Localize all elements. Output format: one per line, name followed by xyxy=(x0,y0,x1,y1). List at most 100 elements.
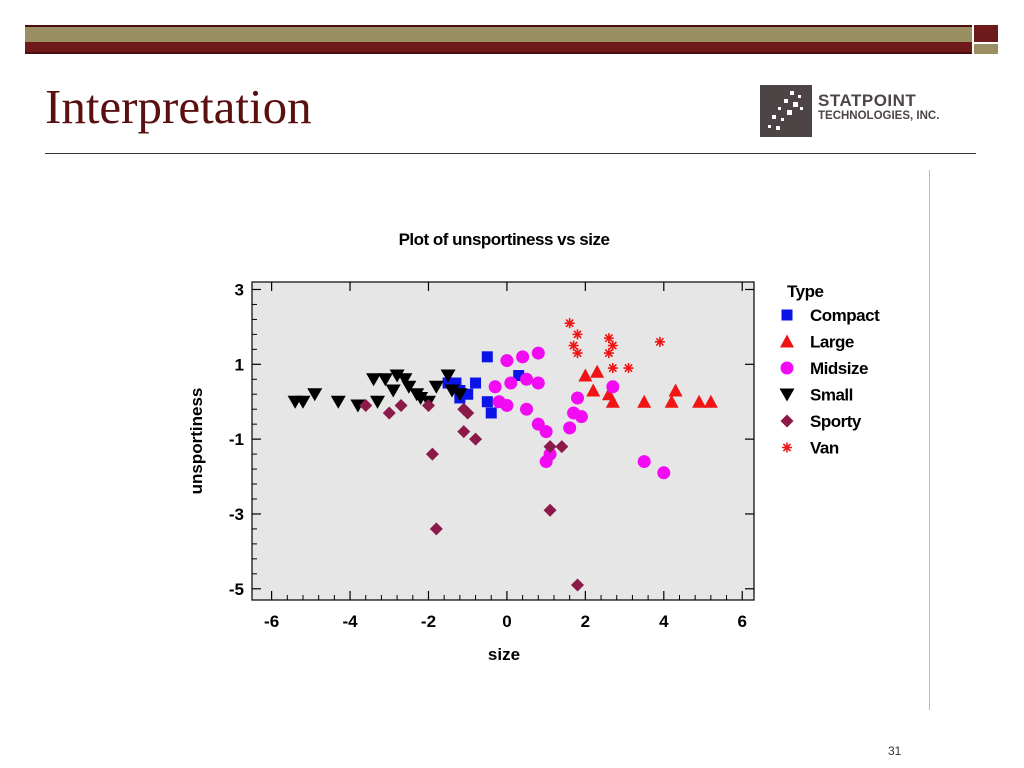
data-point-small xyxy=(413,391,429,405)
data-point-van xyxy=(568,340,579,351)
legend-marker-large xyxy=(780,334,794,348)
data-point-van xyxy=(623,363,634,374)
data-point-large xyxy=(590,364,605,378)
data-point-sporty xyxy=(571,578,585,592)
statpoint-logo: STATPOINT TECHNOLOGIES, INC. xyxy=(760,85,1000,137)
legend-title: Type xyxy=(787,282,823,301)
data-point-large xyxy=(637,394,652,408)
y-tick-label: -5 xyxy=(229,580,244,599)
y-tick-label: -3 xyxy=(229,505,244,524)
data-point-van xyxy=(654,336,665,347)
data-point-midsize xyxy=(563,421,577,435)
header-square-maroon xyxy=(974,25,998,42)
legend-marker-sporty xyxy=(780,414,794,428)
data-point-compact xyxy=(442,377,454,389)
data-point-small xyxy=(397,373,413,387)
header-band-olive xyxy=(25,25,972,44)
data-point-compact xyxy=(450,377,462,389)
data-point-sporty xyxy=(394,398,408,412)
data-point-van xyxy=(564,318,575,329)
data-point-sporty xyxy=(382,406,396,420)
data-point-midsize xyxy=(571,391,585,405)
x-tick-label: -2 xyxy=(421,612,436,631)
data-point-midsize xyxy=(500,398,514,412)
data-point-small xyxy=(330,395,346,409)
data-point-compact xyxy=(485,407,497,419)
logo-text-line1: STATPOINT xyxy=(818,91,917,110)
data-point-sporty xyxy=(429,522,443,536)
data-point-small xyxy=(295,395,311,409)
data-point-midsize xyxy=(574,410,588,424)
data-point-midsize xyxy=(531,346,545,360)
chart-title: Plot of unsportiness vs size xyxy=(399,230,610,249)
data-point-van xyxy=(607,363,618,374)
data-point-small xyxy=(370,395,385,409)
data-point-small xyxy=(452,388,468,402)
data-point-small xyxy=(377,373,393,387)
legend-label-midsize: Midsize xyxy=(810,359,868,378)
y-tick-label: -1 xyxy=(229,430,244,449)
data-point-midsize xyxy=(539,455,553,469)
data-point-sporty xyxy=(543,440,557,454)
data-point-midsize xyxy=(500,354,514,368)
data-point-midsize xyxy=(637,455,651,469)
legend-marker-van xyxy=(782,442,792,453)
data-point-large xyxy=(692,394,707,408)
legend: Compact Large Midsize Small Sporty Van xyxy=(779,306,881,458)
logo-mark-icon xyxy=(760,85,812,137)
x-tick-label: -4 xyxy=(342,612,358,631)
legend-marker-compact xyxy=(781,309,793,321)
slide-title: Interpretation xyxy=(45,79,312,134)
title-divider xyxy=(45,153,976,154)
x-tick-label: 2 xyxy=(581,612,590,631)
y-axis-label: unsportiness xyxy=(187,388,206,495)
data-point-small xyxy=(385,384,401,398)
x-tick-label: 0 xyxy=(502,612,511,631)
data-point-small xyxy=(350,399,366,413)
data-point-large xyxy=(703,394,718,408)
data-point-small xyxy=(307,388,323,402)
y-tick-label: 1 xyxy=(235,355,244,374)
header-band-maroon xyxy=(25,42,972,54)
legend-label-van: Van xyxy=(810,439,839,458)
data-point-small xyxy=(440,369,456,383)
data-point-small xyxy=(366,373,382,387)
data-point-compact xyxy=(481,396,493,408)
data-point-compact xyxy=(513,370,525,382)
legend-label-sporty: Sporty xyxy=(810,412,862,431)
data-point-van xyxy=(607,340,618,351)
data-point-sporty xyxy=(359,398,373,412)
data-point-van xyxy=(603,333,614,344)
data-point-sporty xyxy=(469,432,483,446)
axes: -6 -4 -2 0 2 4 6 -5 -3 -1 1 3 xyxy=(229,280,754,631)
data-point-small xyxy=(401,380,417,394)
header-decoration-bar xyxy=(25,25,998,54)
data-point-compact xyxy=(470,377,482,389)
x-tick-label: -6 xyxy=(264,612,279,631)
plot-area xyxy=(251,281,755,601)
x-tick-label: 4 xyxy=(659,612,669,631)
data-point-midsize xyxy=(520,402,534,416)
data-point-small xyxy=(389,369,405,383)
data-point-sporty xyxy=(461,406,475,420)
data-point-midsize xyxy=(657,466,671,480)
data-point-midsize xyxy=(488,380,502,394)
data-point-large xyxy=(586,383,601,397)
data-point-large xyxy=(578,368,593,382)
data-markers xyxy=(287,318,718,592)
data-point-large xyxy=(668,383,683,397)
data-point-sporty xyxy=(543,503,557,517)
data-point-sporty xyxy=(425,447,439,461)
data-point-midsize xyxy=(516,350,530,364)
data-point-van xyxy=(603,348,614,359)
data-point-large xyxy=(664,394,679,408)
legend-label-large: Large xyxy=(810,333,854,352)
data-point-midsize xyxy=(539,425,553,439)
data-point-van xyxy=(572,348,583,359)
data-point-midsize xyxy=(504,376,518,390)
data-point-midsize xyxy=(520,372,534,386)
page-number: 31 xyxy=(888,744,902,758)
content-divider xyxy=(929,170,930,710)
legend-label-small: Small xyxy=(810,386,853,405)
